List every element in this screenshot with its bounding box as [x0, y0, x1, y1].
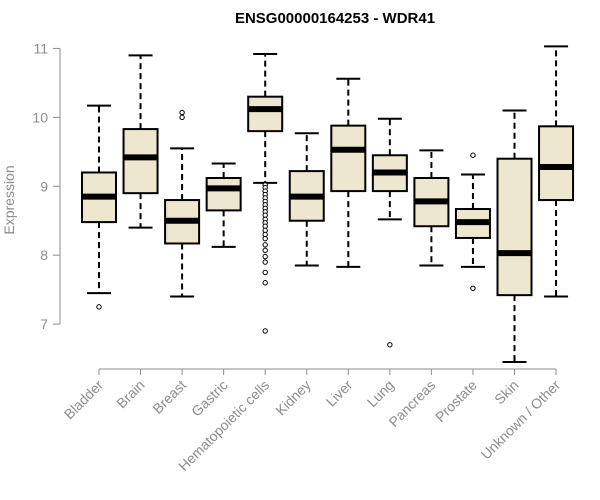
box-group — [247, 52, 284, 334]
x-tick-label: Lung — [364, 377, 397, 410]
x-tick-label: Breast — [149, 377, 189, 417]
outlier-point — [262, 235, 268, 242]
y-tick-label: 7 — [40, 316, 48, 332]
x-tick-label: Skin — [491, 377, 522, 408]
y-tick-label: 8 — [40, 247, 48, 263]
outlier-point — [387, 342, 393, 348]
x-tick-label: Brain — [113, 377, 147, 411]
iqr-box — [330, 124, 367, 193]
box-group — [330, 77, 367, 268]
box-group — [538, 45, 575, 298]
x-tick-label: Unknown / Other — [478, 377, 564, 463]
y-tick-label: 10 — [32, 109, 48, 125]
outlier-point — [262, 253, 268, 260]
box-group — [81, 104, 117, 310]
x-tick-label: Kidney — [272, 377, 314, 419]
y-tick-label: 9 — [40, 178, 48, 194]
outlier-point — [262, 247, 268, 254]
box-group — [205, 162, 242, 248]
box-group — [413, 149, 450, 267]
iqr-box — [122, 128, 159, 195]
box-group — [164, 109, 201, 298]
x-tick-label: Prostate — [432, 377, 480, 425]
plot-area — [81, 45, 575, 363]
x-tick-label: Bladder — [61, 377, 107, 423]
outlier-point — [179, 114, 185, 121]
outlier-point — [179, 109, 185, 116]
iqr-box — [247, 95, 284, 133]
box-group — [371, 117, 408, 348]
outlier-point — [262, 259, 268, 265]
box-group — [122, 54, 159, 229]
y-axis: 7 8 9 10 11 — [32, 40, 61, 332]
outlier-point — [470, 285, 476, 291]
y-axis-label: Expression — [1, 165, 17, 234]
outlier-point — [262, 269, 268, 276]
outlier-point — [470, 152, 476, 158]
x-tick-label: Liver — [323, 377, 356, 410]
iqr-box — [496, 157, 533, 297]
outlier-point — [262, 280, 268, 286]
iqr-box — [538, 125, 575, 202]
outlier-point — [96, 304, 102, 310]
box-group — [288, 132, 325, 267]
outlier-point — [262, 242, 268, 248]
outlier-point — [262, 328, 268, 334]
iqr-box — [205, 177, 242, 212]
chart-title: ENSG00000164253 - WDR41 — [235, 10, 435, 27]
box-group — [454, 152, 491, 291]
y-tick-label: 11 — [33, 40, 48, 56]
box-group — [496, 109, 533, 363]
